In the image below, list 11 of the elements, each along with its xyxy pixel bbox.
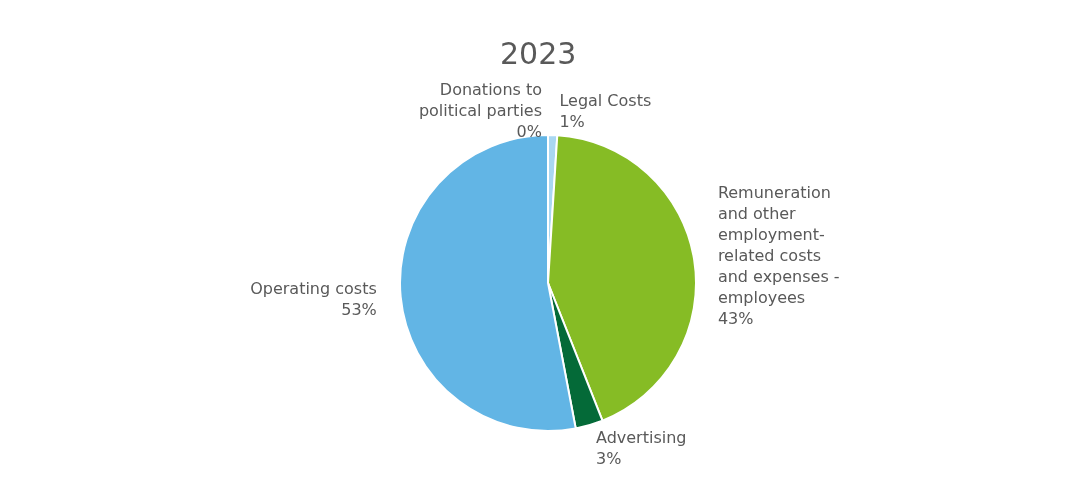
data-label: 3%: [595, 448, 622, 468]
text: 0%: [516, 122, 542, 141]
category-label: Donations to political parties: [418, 80, 542, 120]
slice-label: Legal Costs: [559, 90, 652, 110]
chart-title: 2023: [500, 36, 577, 71]
data-label: 1%: [559, 111, 585, 131]
data-label: 53%: [341, 299, 377, 319]
data-label: 43%: [717, 309, 754, 329]
slice-label: Remuneration and other employment-related costs and expenses - employees: [717, 183, 840, 308]
slice-label: Operating costs: [250, 278, 377, 298]
slice-label: Advertising: [595, 427, 687, 447]
